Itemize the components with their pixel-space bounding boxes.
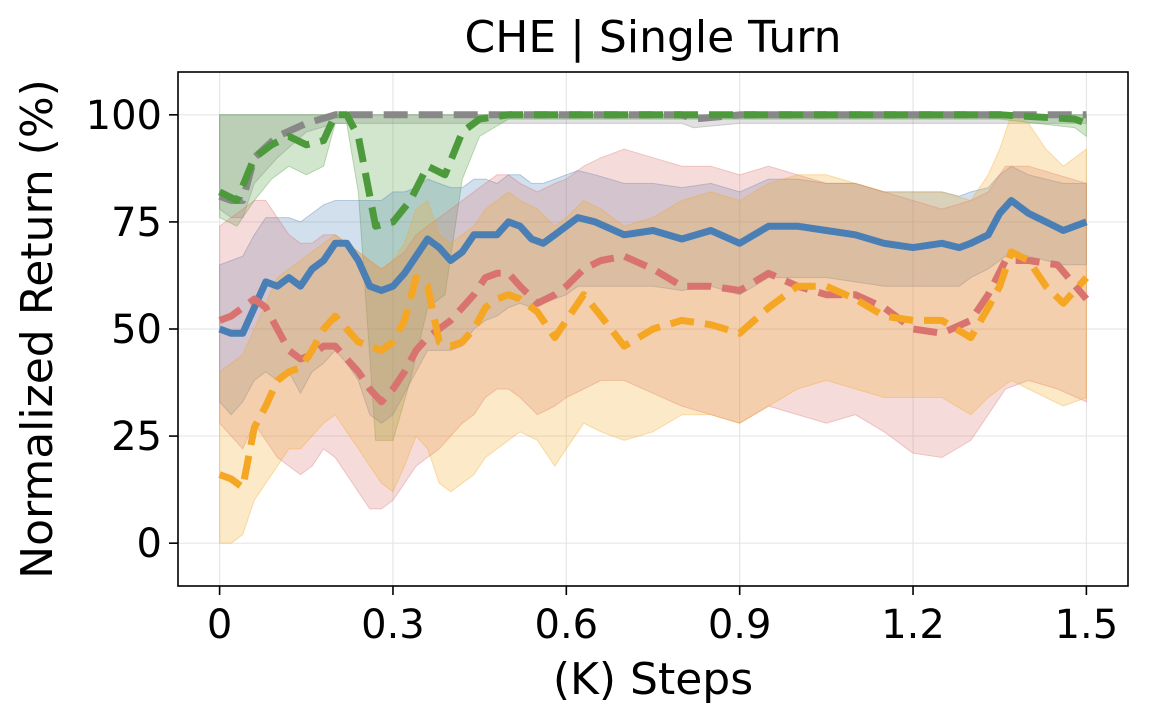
series-4-line [218,248,1090,491]
x-tick-label-3: 0.9 [708,602,772,648]
x-axis-label: (K) Steps [553,654,753,705]
y-tick-label-1: 25 [111,414,162,460]
series-2-band [219,165,1087,424]
x-tick-label-2: 0.6 [535,602,599,648]
y-tick-label-2: 50 [111,307,162,353]
x-tick-label-0: 0 [207,602,232,648]
series-0-band [219,114,1087,219]
series-lines [218,111,1090,491]
x-tick-label-4: 1.2 [881,602,945,648]
series-2-line [218,197,1088,337]
y-tick-label-4: 100 [86,93,162,139]
x-tick-label-1: 0.3 [361,602,425,648]
y-axis-label: Normalized Return (%) [12,79,63,579]
x-axis-ticks: 0 0.3 0.6 0.9 1.2 1.5 [207,586,1118,648]
x-tick-label-5: 1.5 [1055,602,1119,648]
y-tick-label-0: 0 [137,521,162,567]
y-axis-ticks: 0 25 50 75 100 [86,93,178,567]
series-1-line [218,111,1088,230]
series-0-line [218,111,1087,204]
chart-title: CHE | Single Turn [465,12,842,63]
y-tick-label-3: 75 [111,200,162,246]
